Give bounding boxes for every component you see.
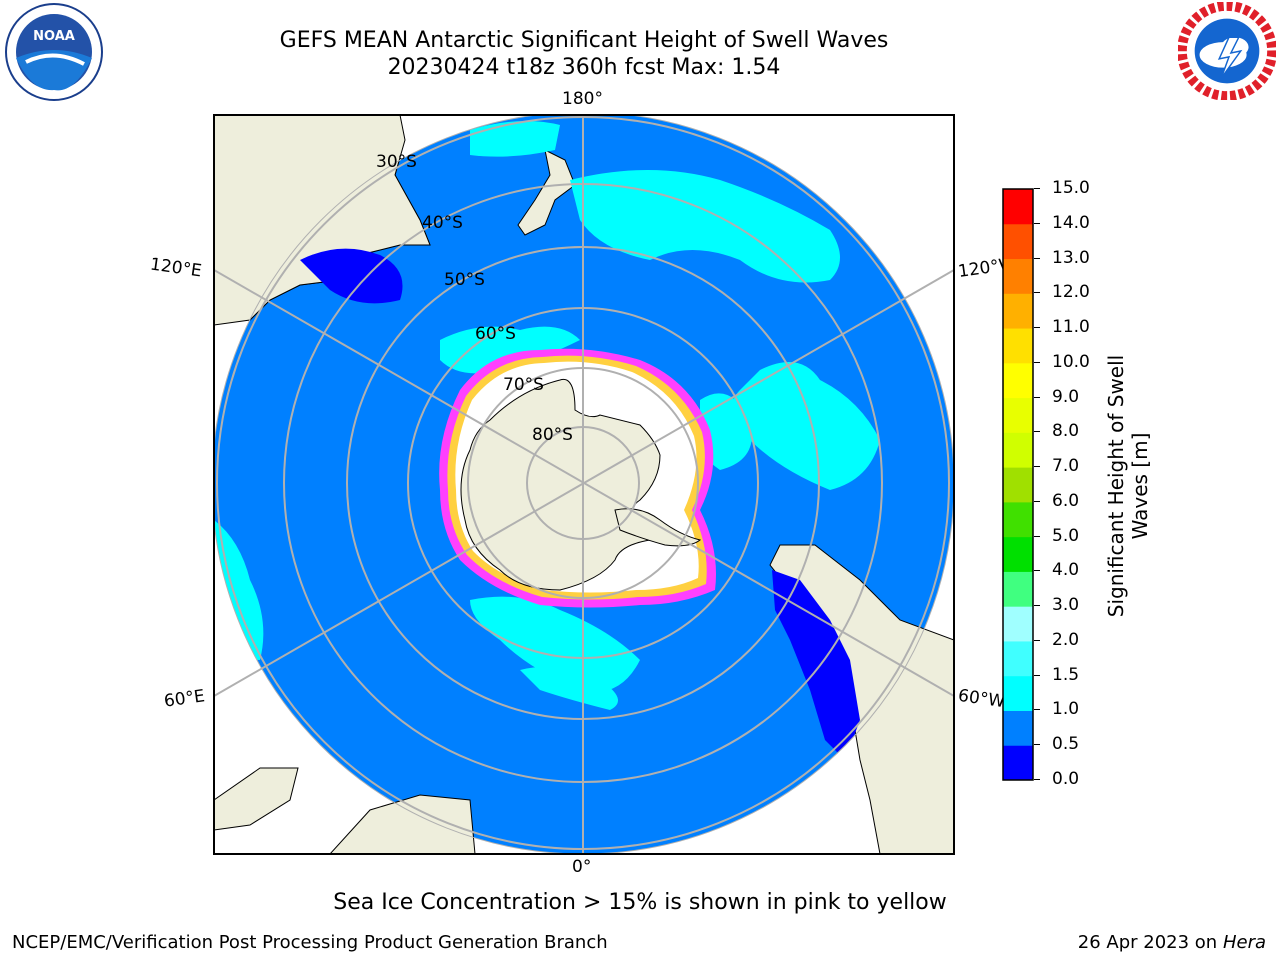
lat-label-30s: 30°S xyxy=(376,152,417,172)
lat-label-60s: 60°S xyxy=(475,324,516,344)
colorbar-tick-label: 3.0 xyxy=(1052,595,1080,616)
colorbar-tick-mark xyxy=(1034,257,1040,259)
colorbar-tick-label: 12.0 xyxy=(1052,282,1090,303)
colorbar-tick-label: 0.5 xyxy=(1052,734,1080,755)
lat-label-70s: 70°S xyxy=(503,375,544,395)
colorbar-bin xyxy=(1003,675,1033,711)
run-date: 26 Apr 2023 on Hera xyxy=(1077,932,1266,953)
lat-label-80s: 80°S xyxy=(532,425,573,445)
colorbar-bin xyxy=(1003,258,1033,294)
colorbar-tick-label: 7.0 xyxy=(1052,456,1080,477)
colorbar-tick-label: 5.0 xyxy=(1052,525,1080,546)
colorbar-bin xyxy=(1003,432,1033,468)
colorbar-label: Significant Height of Swell Waves [m] xyxy=(1104,354,1152,618)
colorbar-tick-mark xyxy=(1034,674,1040,676)
colorbar-tick-mark xyxy=(1034,327,1040,329)
colorbar-tick-mark xyxy=(1034,779,1040,780)
colorbar-tick-mark xyxy=(1034,361,1040,363)
colorbar-bin xyxy=(1003,397,1033,433)
colorbar-tick-mark xyxy=(1034,500,1040,502)
colorbar-bin xyxy=(1003,501,1033,538)
colorbar-tick-label: 4.0 xyxy=(1052,560,1080,581)
chart-subtitle: 20230424 t18z 360h fcst Max: 1.54 xyxy=(387,55,781,80)
chart-title: GEFS MEAN Antarctic Significant Height o… xyxy=(279,28,889,53)
colorbar-bin xyxy=(1003,328,1033,364)
colorbar-bin xyxy=(1003,606,1033,642)
colorbar-tick-label: 1.0 xyxy=(1052,699,1080,720)
lat-label-50s: 50°S xyxy=(444,270,485,290)
colorbar-bin xyxy=(1003,640,1033,677)
map-frame xyxy=(213,114,955,855)
colorbar-bin xyxy=(1003,536,1033,572)
colorbar-tick-label: 14.0 xyxy=(1052,212,1090,233)
colorbar-bin xyxy=(1003,745,1033,781)
noaa-logo: NOAA xyxy=(5,3,103,101)
colorbar-tick-label: 9.0 xyxy=(1052,386,1080,407)
lon-label-0: 0° xyxy=(572,857,592,877)
colorbar-tick-mark xyxy=(1034,535,1040,537)
lat-label-40s: 40°S xyxy=(422,213,463,233)
colorbar-bin xyxy=(1003,223,1033,260)
colorbar-tick-mark xyxy=(1034,709,1040,711)
longitude-gridlines xyxy=(214,115,954,854)
colorbar-tick-label: 6.0 xyxy=(1052,490,1080,511)
colorbar-tick-label: 0.0 xyxy=(1052,769,1080,789)
colorbar-bin xyxy=(1003,362,1033,399)
colorbar xyxy=(1002,188,1034,781)
colorbar-bin xyxy=(1003,571,1033,607)
colorbar-tick-mark xyxy=(1034,639,1040,641)
noaa-logo-text: NOAA xyxy=(33,29,75,44)
ice-note: Sea Ice Concentration > 15% is shown in … xyxy=(333,890,947,915)
colorbar-tick-mark xyxy=(1034,222,1040,224)
colorbar-tick-label: 15.0 xyxy=(1052,178,1090,198)
colorbar-tick-label: 11.0 xyxy=(1052,317,1090,338)
colorbar-tick-mark xyxy=(1034,570,1040,572)
colorbar-bin xyxy=(1003,467,1033,503)
colorbar-tick-mark xyxy=(1034,431,1040,433)
colorbar-tick-mark xyxy=(1034,292,1040,294)
colorbar-tick-mark xyxy=(1034,466,1040,468)
branch-credit: NCEP/EMC/Verification Post Processing Pr… xyxy=(12,932,608,953)
colorbar-bin xyxy=(1003,710,1033,746)
colorbar-bin xyxy=(1003,293,1033,329)
land-madagascar xyxy=(214,767,299,831)
colorbar-tick-label: 10.0 xyxy=(1052,351,1090,372)
lon-label-180: 180° xyxy=(562,89,603,109)
colorbar-tick-mark xyxy=(1034,396,1040,398)
colorbar-bin xyxy=(1003,189,1033,225)
colorbar-tick-label: 13.0 xyxy=(1052,247,1090,268)
swell-patches-1-1.5m xyxy=(214,121,880,710)
colorbar-tick-mark xyxy=(1034,188,1040,189)
colorbar-tick-label: 8.0 xyxy=(1052,421,1080,442)
colorbar-tick-label: 1.5 xyxy=(1052,664,1080,685)
nws-logo xyxy=(1178,2,1276,100)
colorbar-tick-mark xyxy=(1034,605,1040,607)
colorbar-tick-label: 2.0 xyxy=(1052,629,1080,650)
colorbar-tick-mark xyxy=(1034,744,1040,746)
